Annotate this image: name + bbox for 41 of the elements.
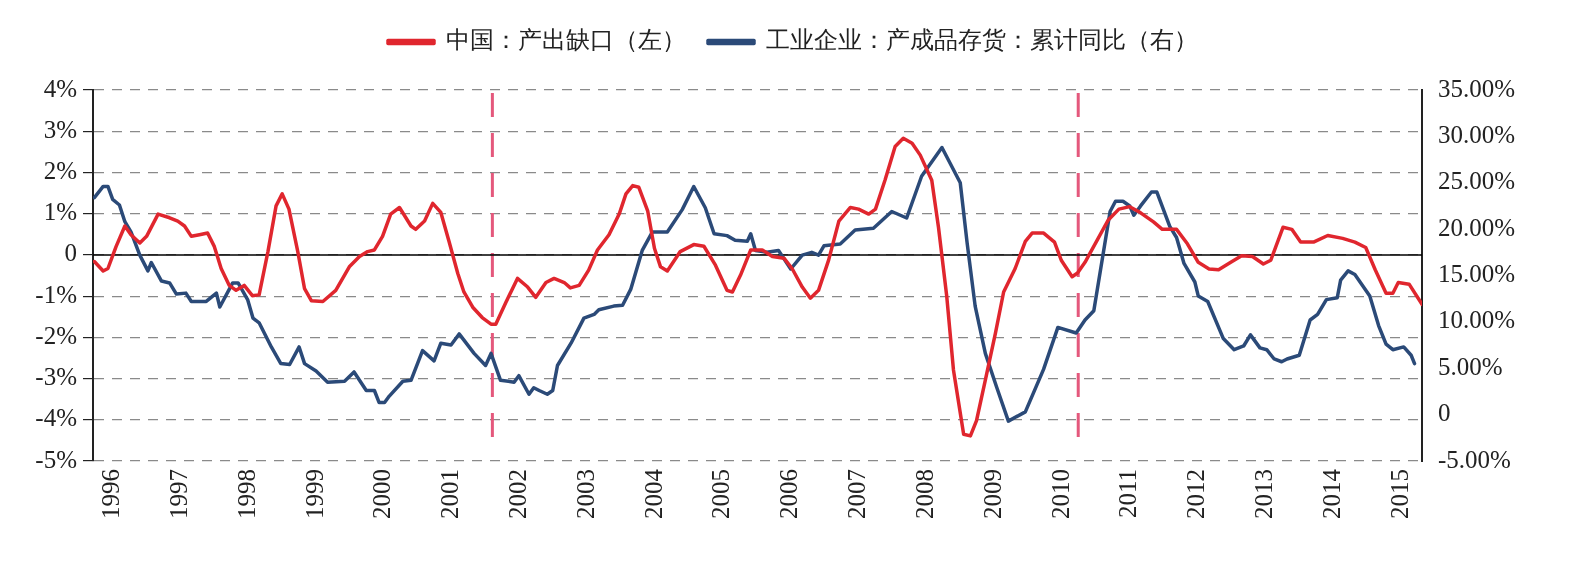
x-tick-label: 1997: [165, 469, 193, 519]
x-tick-label: 2005: [707, 469, 735, 519]
x-tick-label: 2015: [1385, 469, 1413, 519]
y-tick-label: 0: [64, 239, 77, 267]
x-tick-label: 1999: [300, 469, 328, 519]
x-tick-label: 2012: [1182, 469, 1210, 519]
y-tick-label: -1%: [35, 280, 77, 308]
x-tick-label: 2000: [368, 469, 396, 519]
y-tick-label: 3%: [43, 115, 77, 143]
legend-label: 工业企业：产成品存货：累计同比（右）: [766, 27, 1198, 54]
y-tick-label: -3%: [35, 363, 77, 391]
y2-tick-label: 10.00%: [1438, 306, 1516, 334]
legend-label: 中国：产出缺口（左）: [446, 27, 686, 54]
y-tick-label: 2%: [43, 157, 77, 185]
x-tick-label: 2008: [910, 469, 938, 519]
x-tick-label: 2002: [504, 469, 532, 519]
x-tick-label: 1996: [97, 469, 125, 519]
y-tick-label: -2%: [35, 321, 77, 349]
y2-tick-label: 30.00%: [1438, 120, 1516, 148]
y2-tick-label: 25.00%: [1438, 167, 1516, 195]
y-tick-label: -5%: [35, 445, 77, 473]
x-tick-label: 2007: [843, 469, 871, 519]
x-tick-label: 1998: [232, 469, 260, 519]
y2-tick-label: 5.00%: [1438, 352, 1503, 380]
x-tick-label: 2006: [775, 469, 803, 519]
x-tick-label: 2013: [1249, 469, 1277, 519]
x-tick-label: 2009: [978, 469, 1006, 519]
y2-tick-label: 35.00%: [1438, 74, 1516, 102]
x-tick-label: 2003: [571, 469, 599, 519]
x-tick-label: 2001: [436, 469, 464, 519]
x-tick-label: 2014: [1317, 468, 1345, 519]
x-tick-label: 2010: [1046, 469, 1074, 519]
y2-tick-label: 20.00%: [1438, 213, 1516, 241]
y2-tick-label: -5.00%: [1438, 445, 1511, 473]
x-tick-label: 2011: [1114, 469, 1142, 519]
y2-tick-label: 15.00%: [1438, 260, 1516, 288]
y-tick-label: 1%: [43, 198, 77, 226]
y-tick-label: -4%: [35, 404, 77, 432]
y2-tick-label: 0: [1438, 399, 1451, 427]
x-tick-label: 2004: [639, 468, 667, 519]
y-tick-label: 4%: [43, 74, 77, 102]
